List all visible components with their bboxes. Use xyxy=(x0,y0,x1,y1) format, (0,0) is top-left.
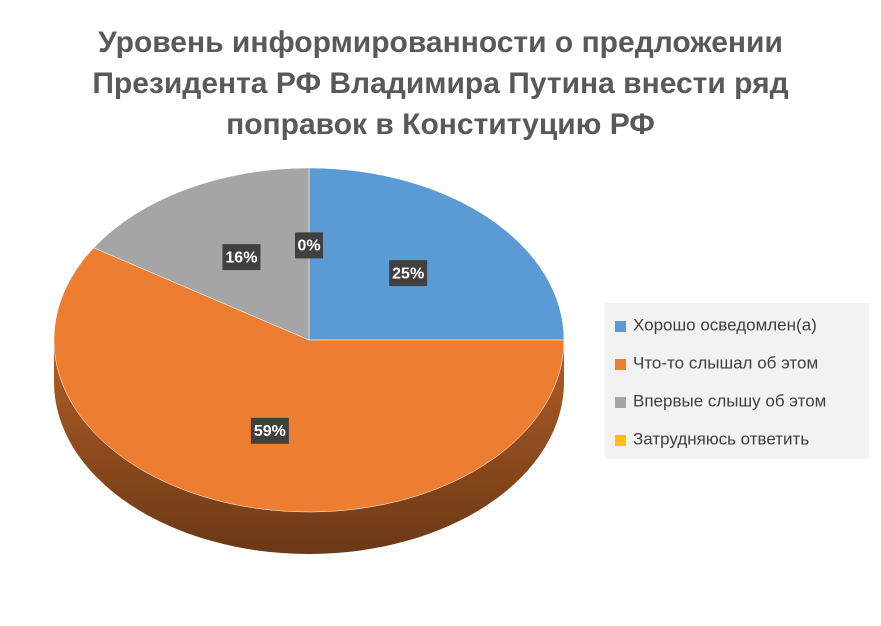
legend-label: Затрудняюсь ответить xyxy=(633,429,809,448)
legend-swatch xyxy=(615,359,626,370)
legend-swatch xyxy=(615,435,626,446)
chart-title: Уровень информированности о предложении … xyxy=(92,26,789,141)
data-label-box xyxy=(250,417,289,444)
legend-swatch xyxy=(615,397,626,408)
legend-label: Что-то слышал об этом xyxy=(633,353,818,372)
data-label-box xyxy=(222,244,261,271)
legend-swatch xyxy=(615,321,626,332)
data-label: 0% xyxy=(297,238,320,255)
legend-label: Впервые слышу об этом xyxy=(633,391,826,410)
legend-box xyxy=(605,303,869,459)
pie-slice xyxy=(308,167,565,341)
data-label-box xyxy=(295,232,323,259)
data-label-box xyxy=(389,260,428,287)
data-label: 59% xyxy=(254,423,286,440)
pie-slice xyxy=(93,167,310,341)
pie-side xyxy=(54,340,564,554)
legend-label: Хорошо осведомлен(а) xyxy=(633,315,817,334)
data-label: 25% xyxy=(392,265,424,282)
data-label: 16% xyxy=(225,249,257,266)
pie-slice xyxy=(53,247,565,513)
